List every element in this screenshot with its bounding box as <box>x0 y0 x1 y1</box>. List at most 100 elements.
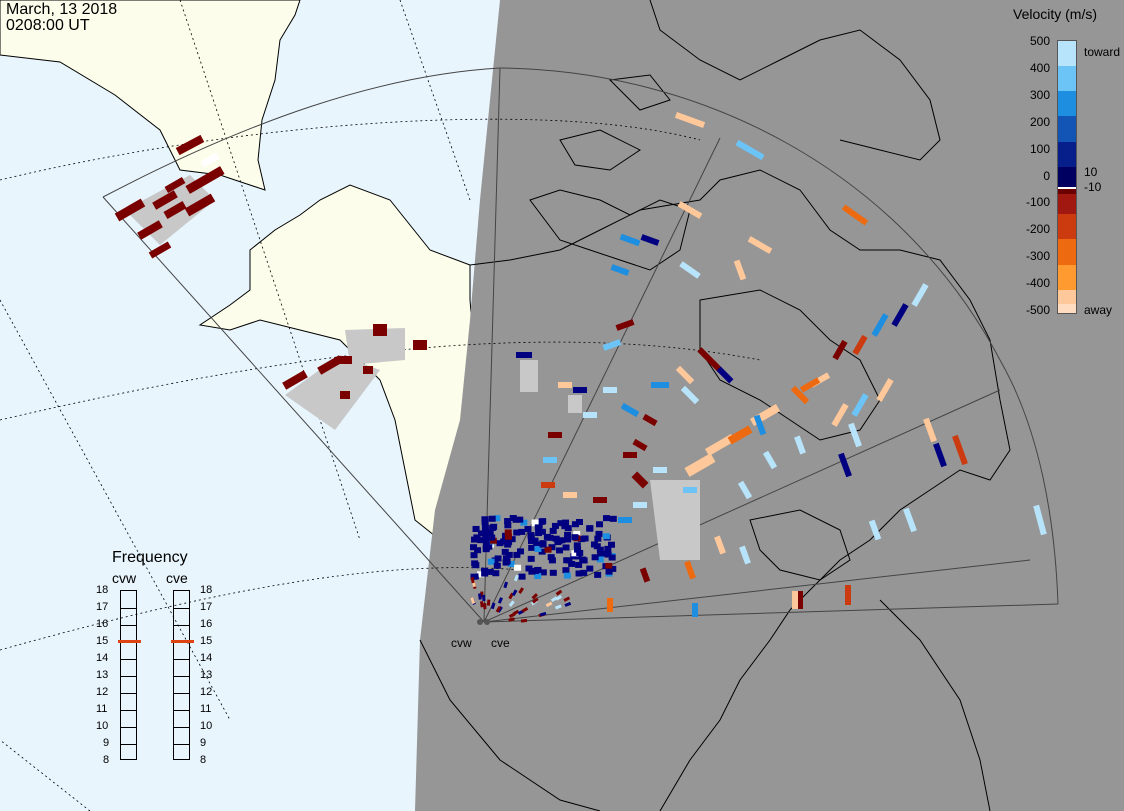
velocity-cell <box>317 355 343 375</box>
frequency-scale-label: 17 <box>96 601 109 613</box>
velocity-cell <box>640 234 660 246</box>
velocity-cell <box>586 525 594 532</box>
velocity-cell <box>482 594 486 601</box>
velocity-cell <box>486 568 494 575</box>
velocity-cell <box>511 589 518 597</box>
velocity-cell <box>493 515 501 522</box>
map-date: March, 13 2018 <box>6 1 118 18</box>
frequency-tick <box>121 625 136 626</box>
frequency-tick <box>121 676 136 677</box>
velocity-cell <box>602 515 610 522</box>
velocity-cell <box>579 556 587 563</box>
velocity-cell <box>753 414 767 436</box>
coastlines-night <box>419 0 1011 811</box>
velocity-cell <box>574 553 582 560</box>
velocity-cell <box>539 611 547 617</box>
legend-tick-label: 400 <box>1029 61 1050 75</box>
velocity-cell <box>619 233 641 247</box>
velocity-cell <box>514 564 522 571</box>
velocity-cell <box>653 467 667 473</box>
velocity-cell <box>607 541 615 548</box>
velocity-cell <box>831 403 849 427</box>
legend-tick-label: 10 <box>1084 165 1098 179</box>
velocity-cell <box>544 546 552 553</box>
velocity-cell <box>593 497 607 503</box>
velocity-cell <box>680 385 700 405</box>
frequency-tick <box>174 625 189 626</box>
velocity-cell <box>486 530 494 537</box>
velocity-cell <box>583 412 597 418</box>
velocity-cell <box>501 548 509 555</box>
velocity-cell <box>832 339 848 361</box>
velocity-cell <box>474 547 482 554</box>
legend-away-label: away <box>1084 303 1113 317</box>
velocity-cell <box>486 599 491 606</box>
velocity-cell <box>518 587 525 594</box>
legend-color-segment <box>1058 41 1076 67</box>
velocity-cell <box>923 417 937 443</box>
velocity-cell <box>608 554 616 561</box>
velocity-cell <box>799 377 821 393</box>
velocity-cell <box>513 551 521 558</box>
velocity-cell <box>148 241 172 259</box>
legend-tick-label: 0 <box>1043 169 1050 183</box>
velocity-cell <box>705 434 735 456</box>
legend-tick-label: 100 <box>1029 142 1050 156</box>
velocity-cell <box>548 544 556 551</box>
map-time: 0208:00 UT <box>6 17 90 34</box>
velocity-cell <box>516 548 524 555</box>
velocity-cell <box>478 593 482 600</box>
frequency-radar-cve: cve <box>166 570 188 586</box>
velocity-cell <box>590 541 598 548</box>
velocity-cell <box>373 324 387 336</box>
velocity-cell <box>573 387 587 393</box>
legend-tick-label: -10 <box>1084 180 1102 194</box>
velocity-cell <box>555 604 562 610</box>
velocity-cell <box>470 576 475 584</box>
velocity-cell <box>605 562 613 569</box>
velocity-cell <box>591 554 599 561</box>
velocity-cell <box>683 487 697 493</box>
frequency-scale-label: 13 <box>200 669 213 681</box>
velocity-cell <box>552 535 560 542</box>
legend-color-segment <box>1058 303 1076 313</box>
legend-tick-label: -200 <box>1025 222 1050 236</box>
frequency-scale-label: 16 <box>96 618 109 630</box>
velocity-scatter <box>114 112 1047 623</box>
legend-tick-label: 200 <box>1029 115 1050 129</box>
velocity-cell <box>714 535 726 555</box>
velocity-cell <box>747 236 773 254</box>
velocity-cell <box>602 533 610 540</box>
radar-label-cvw: cvw <box>451 636 472 650</box>
velocity-cell <box>571 534 579 541</box>
velocity-cell <box>575 570 583 577</box>
frequency-scale-label: 18 <box>96 584 109 596</box>
velocity-cell <box>631 471 649 489</box>
velocity-cell <box>562 544 570 551</box>
frequency-tick <box>174 608 189 609</box>
frequency-scale-label: 13 <box>96 669 109 681</box>
velocity-cell <box>733 259 747 281</box>
velocity-cell <box>581 535 589 542</box>
velocity-cell <box>792 591 798 609</box>
frequency-gauge-cvw <box>118 590 141 760</box>
velocity-cell <box>596 546 604 553</box>
velocity-cell <box>477 571 485 578</box>
velocity-cell <box>539 541 547 548</box>
velocity-cell <box>282 370 308 390</box>
velocity-cell <box>594 571 602 578</box>
velocity-cell <box>679 261 701 279</box>
velocity-cell <box>535 530 543 537</box>
velocity-cell <box>555 547 563 554</box>
velocity-cell <box>488 534 496 541</box>
velocity-cell <box>549 527 557 534</box>
velocity-cell <box>911 283 929 307</box>
velocity-cell <box>504 529 512 536</box>
velocity-cell <box>547 554 555 561</box>
velocity-cell <box>549 569 557 576</box>
velocity-cell <box>200 152 220 168</box>
velocity-cell <box>632 438 648 452</box>
velocity-cell <box>952 434 968 466</box>
velocity-cell <box>550 596 558 603</box>
velocity-cell <box>607 598 613 612</box>
